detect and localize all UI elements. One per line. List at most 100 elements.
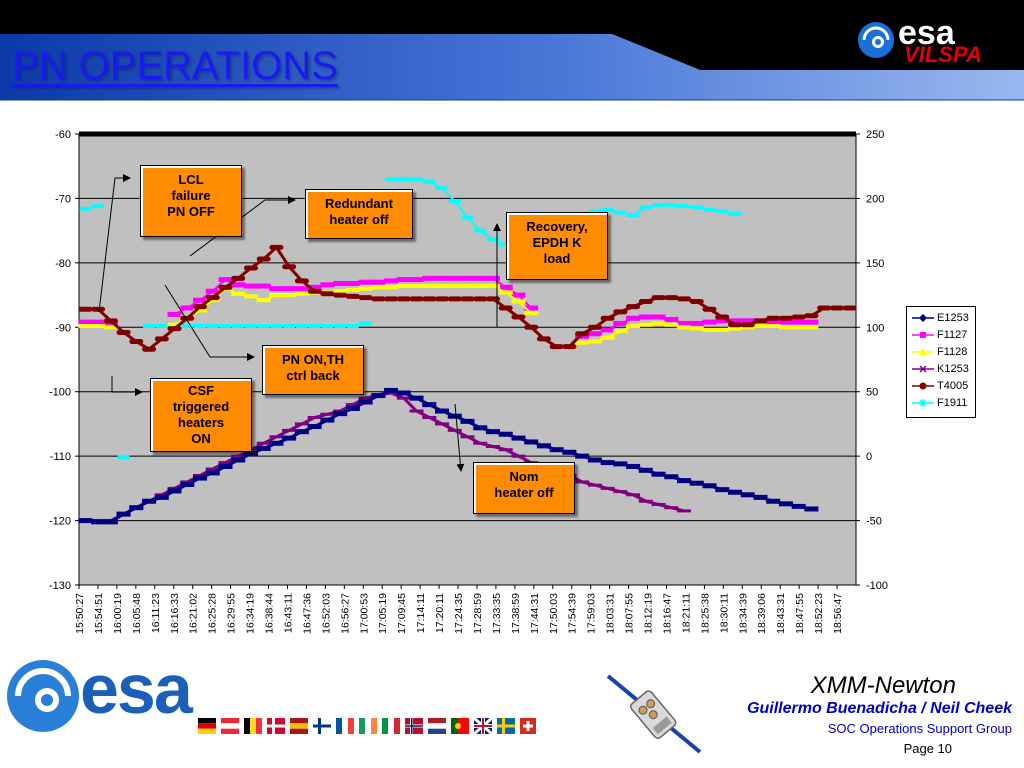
x-tick-label: 16:56:27 (339, 593, 351, 634)
x-tick-label: 18:21:11 (680, 593, 692, 633)
data-point (536, 443, 551, 449)
data-point (702, 327, 717, 332)
annotation-nom-heater-off: Nom heater off (473, 462, 575, 514)
data-point (307, 284, 322, 290)
x-tick-label: 17:28:59 (472, 593, 484, 634)
data-point (753, 323, 768, 328)
left-tick-label: -80 (55, 258, 71, 270)
data-point (727, 489, 742, 495)
data-point (842, 305, 857, 311)
data-point (791, 325, 806, 330)
data-point (320, 291, 335, 297)
left-tick-label: -90 (55, 322, 71, 334)
data-point (205, 295, 220, 301)
legend-item-f1911: F1911 (909, 396, 973, 410)
data-point (727, 326, 742, 331)
data-point (600, 335, 615, 340)
data-point (524, 439, 539, 445)
flag-icon (520, 718, 536, 734)
arrow-lcl (98, 174, 131, 313)
data-point (231, 282, 246, 288)
flag-icon (428, 718, 446, 734)
x-tick-label: 16:43:11 (282, 593, 294, 633)
data-point (409, 284, 424, 289)
data-point (485, 429, 500, 435)
right-tick-label: -100 (866, 580, 888, 592)
data-point (473, 441, 488, 445)
data-point (295, 323, 308, 328)
data-point (358, 286, 373, 291)
data-point (333, 411, 348, 417)
data-point (294, 286, 309, 292)
data-point (194, 323, 207, 328)
data-point (498, 431, 513, 437)
data-point (524, 305, 539, 311)
x-tick-label: 17:44:31 (529, 593, 541, 634)
data-point (626, 323, 641, 328)
data-point (665, 202, 678, 207)
x-tick-label: 15:54:51 (93, 593, 105, 634)
data-point (358, 295, 373, 301)
data-point (282, 286, 297, 292)
data-point (740, 325, 755, 330)
data-point (142, 346, 157, 352)
data-point (345, 287, 360, 292)
esa-globe-icon (858, 22, 894, 58)
data-point (613, 309, 628, 315)
data-point (269, 286, 284, 292)
esa-footer-logo: esa (4, 650, 204, 735)
data-point (320, 417, 335, 423)
data-point (549, 447, 564, 453)
data-point (473, 275, 488, 281)
legend-label: K1253 (937, 363, 969, 375)
data-point (499, 242, 512, 247)
data-point (485, 275, 500, 281)
data-point (79, 206, 92, 211)
flag-icon (267, 718, 285, 734)
legend-swatch (912, 332, 934, 338)
data-point (345, 293, 360, 299)
data-point (689, 480, 704, 486)
x-tick-label: 18:12:19 (643, 593, 655, 634)
data-point (193, 308, 208, 313)
x-tick-label: 18:43:31 (775, 593, 787, 634)
x-tick-label: 16:05:48 (131, 593, 143, 634)
data-point (447, 284, 462, 289)
data-point (181, 323, 194, 328)
data-point (740, 492, 755, 498)
data-point (218, 284, 233, 290)
data-point (511, 292, 526, 298)
data-point (600, 327, 615, 333)
data-point (282, 264, 297, 270)
data-point (715, 487, 730, 493)
data-point (511, 299, 526, 304)
data-point (447, 413, 462, 419)
data-point (690, 205, 703, 210)
x-tick-label: 17:54:39 (567, 593, 579, 634)
x-tick-label: 16:00:19 (112, 593, 124, 634)
annotation-csf-triggered: CSF triggered heaters ON (150, 378, 252, 452)
data-point (345, 403, 360, 407)
data-point (460, 284, 475, 289)
data-point (269, 293, 284, 298)
legend-label: F1911 (937, 397, 968, 409)
data-point (613, 490, 628, 494)
data-point (549, 344, 564, 350)
data-point (460, 435, 475, 439)
data-point (129, 338, 144, 344)
data-point (626, 315, 641, 321)
data-point (116, 511, 131, 517)
data-point (294, 291, 309, 296)
data-point (447, 296, 462, 302)
data-point (282, 435, 297, 441)
mission-name: XMM-Newton (810, 672, 956, 699)
data-point (703, 208, 716, 213)
data-point (307, 415, 322, 419)
data-point (91, 319, 106, 325)
data-point (804, 313, 819, 319)
data-point (396, 284, 411, 289)
right-tick-label: 100 (866, 322, 884, 334)
flag-icon (451, 718, 469, 734)
data-point (231, 291, 246, 296)
